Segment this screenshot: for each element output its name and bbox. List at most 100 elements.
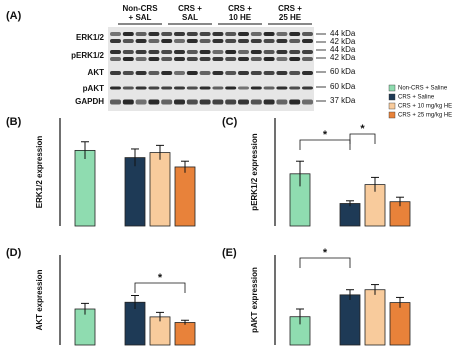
bar (124, 157, 146, 227)
blot-band (161, 57, 173, 61)
marker-label: 44 kDa (330, 29, 356, 38)
significance-bracket (299, 139, 351, 150)
blot-band (161, 86, 173, 90)
group-label: 10 HE (229, 13, 252, 22)
blot-band (186, 50, 198, 54)
blot-band (276, 57, 288, 61)
blot-band (161, 71, 173, 75)
blot-band (110, 86, 121, 90)
error-bar (396, 296, 404, 308)
blot-band (250, 50, 262, 54)
marker-label: 60 kDa (330, 67, 356, 76)
significance-mark: * (360, 123, 365, 135)
panel-label: (A) (6, 10, 22, 22)
legend-label: CRS + 10 mg/kg HE (398, 104, 452, 110)
blot-band (135, 39, 147, 43)
legend-label: CRS + Saline (398, 95, 435, 101)
group-label: CRS + (228, 4, 252, 13)
blot-band (225, 32, 237, 36)
blot-band (148, 32, 160, 36)
blot-band (110, 32, 121, 36)
blot-band (122, 39, 134, 43)
blot-band (302, 86, 313, 90)
blot-band (174, 86, 185, 90)
row-label: pERK1/2 (71, 51, 104, 60)
blot-band (225, 39, 237, 43)
legend-swatch (388, 111, 396, 119)
blot-band (135, 57, 147, 61)
bar (174, 322, 196, 346)
blot-band (225, 71, 237, 75)
bar (174, 166, 196, 227)
error-bar (131, 148, 139, 167)
blot-band (238, 86, 249, 90)
row-label: AKT (88, 68, 105, 77)
bar (339, 294, 361, 346)
blot-band (135, 71, 147, 75)
blot-band (276, 50, 288, 54)
bar (364, 289, 386, 346)
blot-band (225, 50, 237, 54)
blot-band (238, 32, 249, 36)
blot-band (276, 99, 288, 105)
group-label: Non-CRS (122, 4, 158, 13)
legend-label: Non-CRS + Saline (398, 86, 448, 92)
blot-band (122, 71, 134, 75)
blot-band (135, 50, 147, 54)
significance-bracket (134, 282, 186, 293)
blot-band (148, 99, 160, 105)
blot-band (186, 39, 198, 43)
panel-label: (C) (222, 116, 238, 128)
blot-band (225, 57, 237, 61)
error-bar (81, 141, 89, 160)
blot-band (199, 86, 211, 90)
row-label: ERK1/2 (76, 33, 105, 42)
blot-band (238, 50, 249, 54)
blot-band (250, 32, 262, 36)
blot-band (110, 57, 121, 61)
blot-band (289, 32, 301, 36)
blot-band (276, 39, 288, 43)
blot-band (174, 39, 185, 43)
y-axis-label: ERK1/2 expression (35, 136, 44, 209)
blot-band (161, 99, 173, 105)
y-axis-label: pERK1/2 expression (250, 133, 259, 210)
blot-band (238, 71, 249, 75)
blot-band (148, 50, 160, 54)
legend-swatch (388, 84, 396, 92)
blot-band (212, 50, 224, 54)
marker-label: 44 kDa (330, 45, 356, 54)
blot-band (263, 71, 275, 75)
blot-band (238, 57, 249, 61)
blot-band (276, 86, 288, 90)
blot-band (212, 71, 224, 75)
bar (149, 152, 171, 227)
error-bar (81, 302, 89, 315)
error-bar (156, 144, 164, 160)
blot-band (199, 71, 211, 75)
blot-band (276, 71, 288, 75)
blot-band (263, 99, 275, 105)
blot-band (199, 39, 211, 43)
blot-band (122, 99, 134, 105)
blot-band (302, 32, 313, 36)
panel-label: (E) (222, 247, 237, 259)
blot-band (263, 86, 275, 90)
blot-band (250, 99, 262, 105)
blot-band (186, 86, 198, 90)
legend-swatch (388, 102, 396, 110)
blot-band (302, 71, 313, 75)
group-label: SAL (182, 13, 198, 22)
blot-band (135, 86, 147, 90)
blot-band (199, 50, 211, 54)
blot-band (122, 57, 134, 61)
blot-band (302, 50, 313, 54)
significance-bracket (349, 133, 376, 144)
blot-band (238, 39, 249, 43)
blot-band (186, 32, 198, 36)
panel-label: (D) (6, 247, 22, 259)
blot-band (122, 32, 134, 36)
blot-band (148, 57, 160, 61)
blot-band (302, 39, 313, 43)
